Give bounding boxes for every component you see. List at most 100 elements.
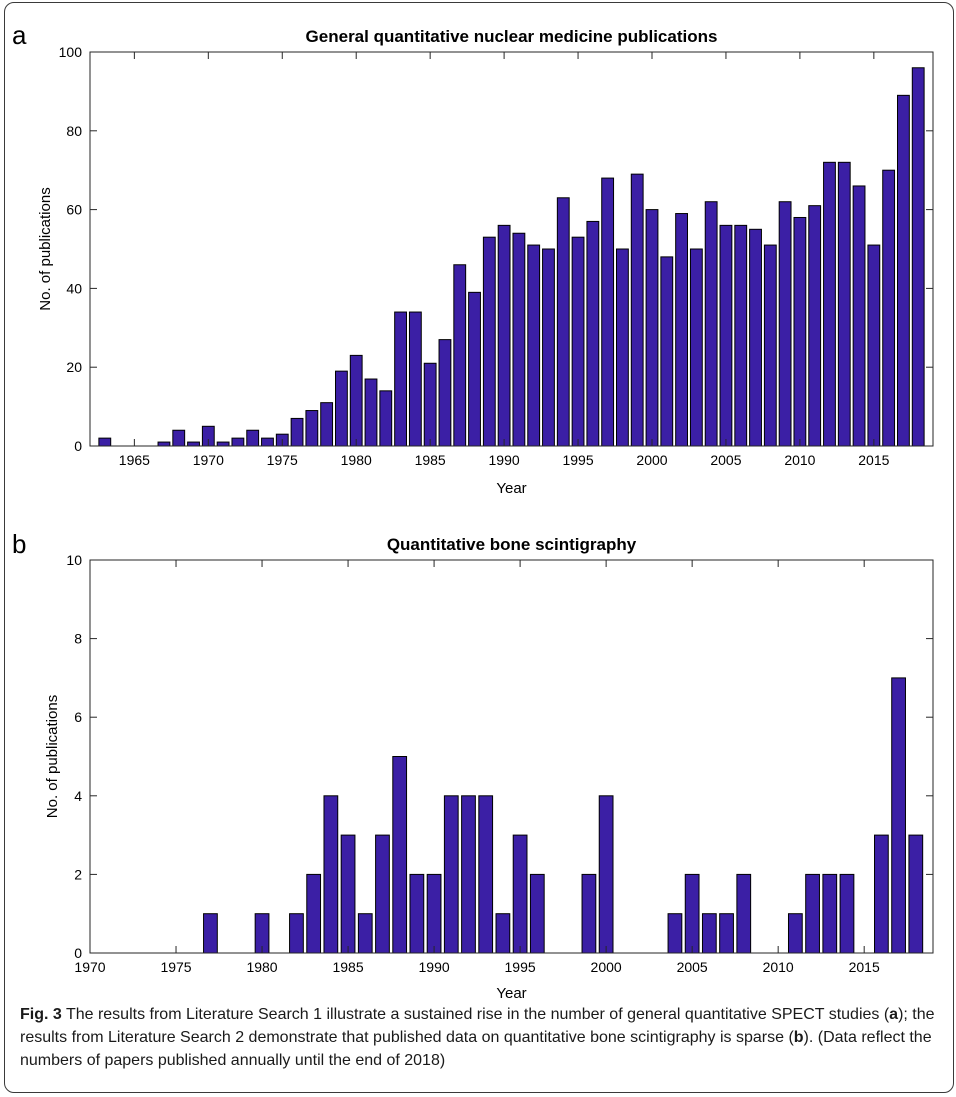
y-tick-label-a-80: 80 bbox=[66, 123, 82, 139]
bar-a-2018 bbox=[911, 67, 925, 447]
bar-b-2017 bbox=[891, 677, 906, 954]
bar-b-2014 bbox=[839, 873, 855, 954]
bar-a-1968 bbox=[172, 429, 186, 447]
bar-a-1993 bbox=[542, 248, 555, 447]
bar-a-1991 bbox=[512, 232, 526, 447]
y-tick-label-b-6: 6 bbox=[74, 709, 82, 725]
bar-b-1993 bbox=[478, 795, 494, 954]
bar-a-1978 bbox=[320, 402, 334, 447]
figure-charts: a General quantitative nuclear medicine p… bbox=[12, 20, 934, 1000]
x-tick-label-a-1965: 1965 bbox=[119, 452, 150, 468]
y-tick-label-b-2: 2 bbox=[74, 866, 82, 882]
bar-a-1989 bbox=[482, 236, 496, 447]
bar-a-1984 bbox=[408, 311, 422, 447]
bar-b-1996 bbox=[529, 873, 545, 954]
bar-b-2011 bbox=[787, 913, 803, 954]
y-tick-label-a-0: 0 bbox=[74, 438, 82, 454]
bar-b-1983 bbox=[306, 873, 322, 954]
bar-a-1967 bbox=[157, 441, 171, 447]
chart-title-b: Quantitative bone scintigraphy bbox=[387, 535, 637, 554]
bar-b-2018 bbox=[908, 834, 924, 954]
x-tick-label-a-1970: 1970 bbox=[193, 452, 224, 468]
bar-a-2016 bbox=[882, 169, 896, 447]
bar-a-1983 bbox=[394, 311, 407, 447]
x-tick-label-a-1975: 1975 bbox=[267, 452, 298, 468]
x-tick-label-b-1995: 1995 bbox=[505, 959, 536, 975]
bar-b-1991 bbox=[443, 795, 459, 954]
y-tick-label-a-100: 100 bbox=[59, 44, 83, 60]
bar-a-2011 bbox=[808, 205, 822, 447]
bar-b-1984 bbox=[323, 795, 339, 954]
panel-letter-a: a bbox=[12, 20, 27, 50]
y-tick-label-b-0: 0 bbox=[74, 945, 82, 961]
bar-b-1977 bbox=[203, 913, 218, 954]
caption-ref-b: b bbox=[793, 1029, 804, 1046]
x-tick-label-a-1995: 1995 bbox=[562, 452, 593, 468]
bar-a-1969 bbox=[187, 441, 200, 447]
bar-a-2000 bbox=[645, 209, 659, 447]
y-tick-label-b-4: 4 bbox=[74, 788, 82, 804]
y-axis-label-a: No. of publications bbox=[37, 187, 54, 310]
bar-a-2004 bbox=[704, 201, 718, 447]
bar-a-2017 bbox=[897, 94, 910, 447]
bar-a-2002 bbox=[675, 213, 688, 447]
panel-letter-b: b bbox=[12, 529, 26, 559]
bar-a-2005 bbox=[719, 224, 733, 447]
x-tick-label-b-1975: 1975 bbox=[160, 959, 191, 975]
bar-b-1995 bbox=[512, 834, 528, 954]
bar-a-2003 bbox=[689, 248, 703, 447]
bar-a-1996 bbox=[586, 220, 600, 447]
bar-a-1987 bbox=[453, 264, 467, 447]
bar-a-2010 bbox=[793, 216, 807, 447]
bar-b-2004 bbox=[667, 913, 683, 954]
figure-caption: Fig. 3 The results from Literature Searc… bbox=[20, 1003, 940, 1072]
bar-a-1998 bbox=[616, 248, 629, 447]
bar-b-1985 bbox=[340, 834, 356, 954]
x-tick-label-b-2010: 2010 bbox=[763, 959, 794, 975]
bar-a-2006 bbox=[734, 224, 748, 447]
bar-a-1977 bbox=[305, 410, 319, 447]
bar-a-2014 bbox=[852, 185, 866, 447]
y-axis-label-b: No. of publications bbox=[44, 695, 61, 818]
bar-b-2006 bbox=[701, 913, 717, 954]
x-tick-label-a-2015: 2015 bbox=[858, 452, 889, 468]
bar-b-1994 bbox=[495, 913, 511, 954]
x-tick-label-b-1980: 1980 bbox=[246, 959, 277, 975]
bar-a-2007 bbox=[749, 228, 762, 447]
x-tick-label-b-1990: 1990 bbox=[419, 959, 450, 975]
bar-b-1982 bbox=[289, 913, 304, 954]
bar-a-1980 bbox=[349, 354, 363, 447]
figure-frame bbox=[4, 2, 954, 1093]
bar-b-2007 bbox=[719, 913, 734, 954]
bar-a-1982 bbox=[379, 390, 393, 447]
y-tick-label-a-40: 40 bbox=[66, 280, 82, 296]
x-tick-label-b-2015: 2015 bbox=[849, 959, 880, 975]
bar-a-1990 bbox=[497, 224, 511, 447]
bar-b-2012 bbox=[805, 873, 820, 954]
bar-a-2001 bbox=[660, 256, 674, 447]
bar-b-2013 bbox=[822, 873, 838, 954]
bar-a-1973 bbox=[246, 429, 260, 447]
bar-b-2005 bbox=[684, 873, 700, 954]
bar-a-1971 bbox=[216, 441, 230, 447]
x-tick-label-a-2005: 2005 bbox=[710, 452, 741, 468]
bar-a-1999 bbox=[630, 173, 644, 447]
bar-a-1985 bbox=[423, 362, 437, 447]
bar-b-2008 bbox=[736, 873, 752, 954]
bar-b-1987 bbox=[375, 834, 390, 954]
x-tick-label-b-2005: 2005 bbox=[677, 959, 708, 975]
x-axis-label-b: Year bbox=[496, 985, 526, 1000]
y-tick-label-a-20: 20 bbox=[66, 359, 82, 375]
bar-a-1979 bbox=[335, 370, 348, 447]
bar-a-1974 bbox=[261, 437, 274, 447]
bar-b-1990 bbox=[426, 873, 442, 954]
caption-text-1: The results from Literature Search 1 ill… bbox=[61, 1006, 890, 1023]
x-tick-label-a-2010: 2010 bbox=[784, 452, 815, 468]
bar-a-2015 bbox=[867, 244, 881, 447]
bar-b-1989 bbox=[409, 873, 425, 954]
caption-ref-a: a bbox=[889, 1006, 899, 1023]
bar-a-1995 bbox=[571, 236, 585, 447]
bar-a-1986 bbox=[438, 339, 452, 447]
bar-b-1999 bbox=[581, 873, 597, 954]
bar-a-2013 bbox=[837, 161, 851, 447]
